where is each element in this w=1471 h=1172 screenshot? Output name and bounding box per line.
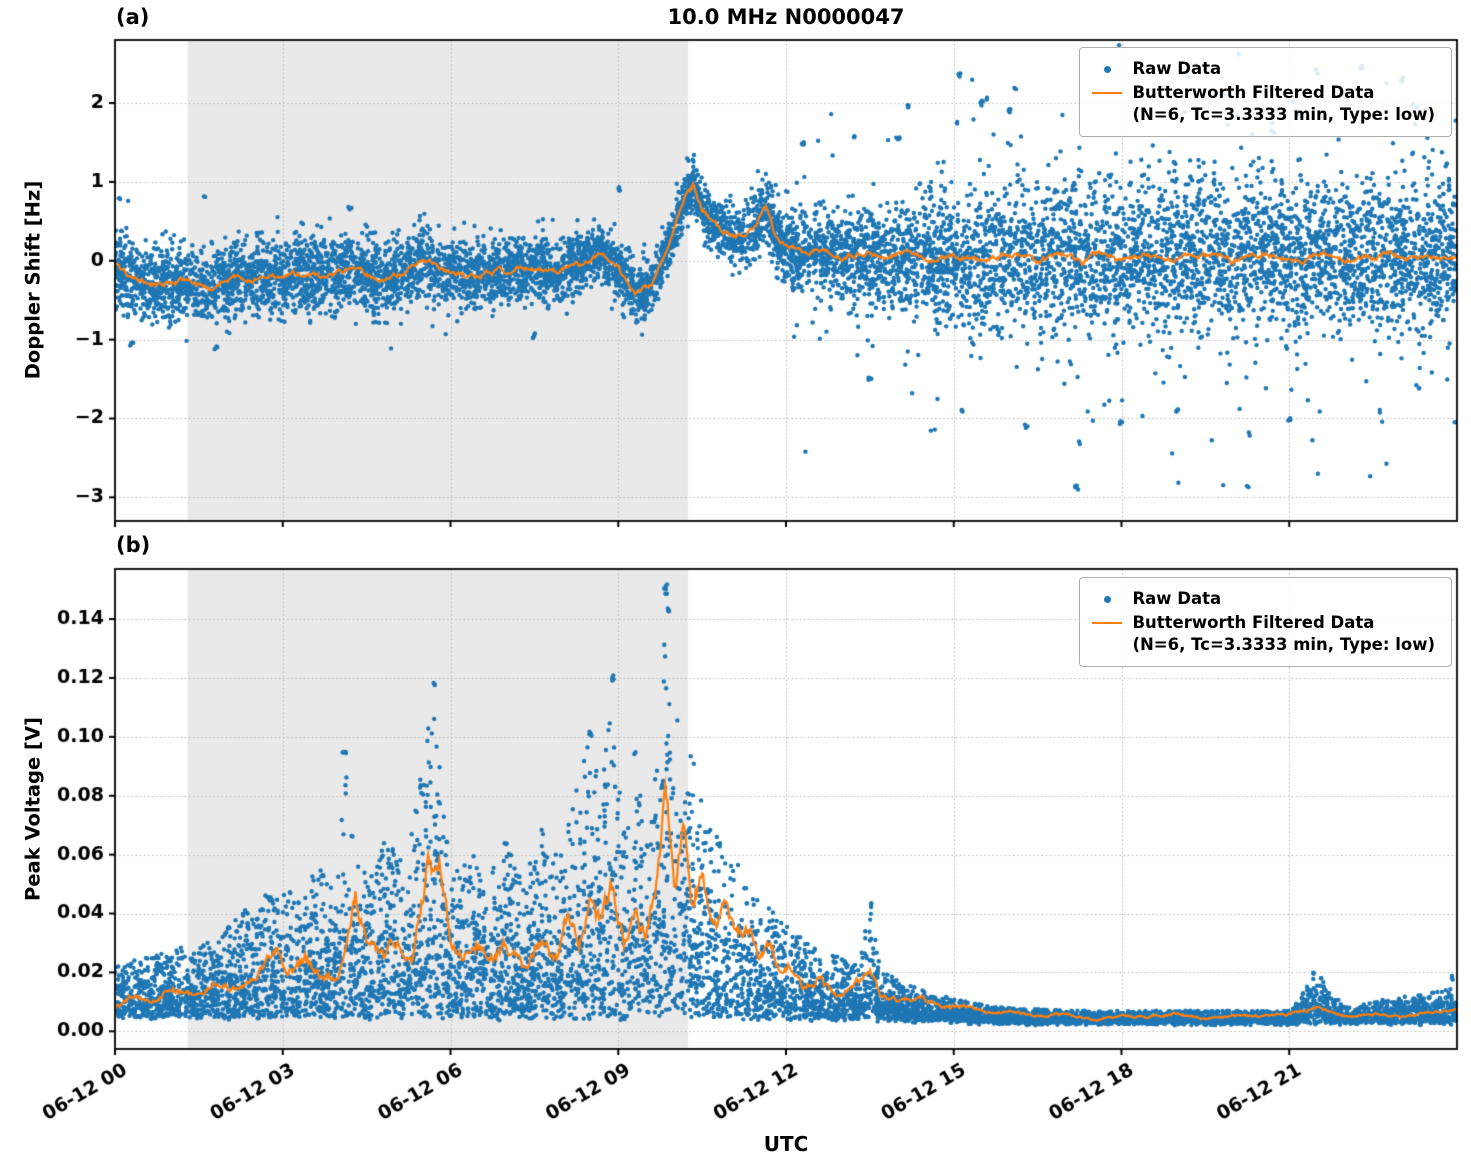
- legend-filtered-label: Butterworth Filtered Data (N=6, Tc=3.333…: [1132, 82, 1435, 126]
- legend-raw-label: Raw Data: [1132, 589, 1222, 608]
- panel-b-label: (b): [116, 533, 151, 557]
- legend-panel-b: Raw Data Butterworth Filtered Data (N=6,…: [1079, 577, 1452, 667]
- legend-raw-label: Raw Data: [1132, 59, 1222, 78]
- legend-filtered-line2: (N=6, Tc=3.3333 min, Type: low): [1132, 634, 1435, 654]
- legend-raw-row: Raw Data: [1090, 588, 1435, 610]
- filtered-line-icon: [1092, 622, 1123, 624]
- panel-b-y-axis-label: Peak Voltage [V]: [21, 717, 45, 901]
- legend-raw-row: Raw Data: [1090, 58, 1435, 80]
- chart-title: 10.0 MHz N0000047: [667, 5, 905, 29]
- panel-a-label: (a): [116, 5, 150, 29]
- filtered-line-icon: [1092, 92, 1123, 94]
- legend-filtered-row: Butterworth Filtered Data (N=6, Tc=3.333…: [1090, 82, 1435, 126]
- raw-data-marker: [1090, 58, 1124, 80]
- raw-data-marker: [1090, 588, 1124, 610]
- filtered-line-marker: [1090, 82, 1124, 104]
- legend-filtered-line1: Butterworth Filtered Data: [1132, 83, 1375, 102]
- filtered-line-marker: [1090, 612, 1124, 634]
- legend-filtered-row: Butterworth Filtered Data (N=6, Tc=3.333…: [1090, 612, 1435, 656]
- panel-a-y-axis-label: Doppler Shift [Hz]: [21, 180, 45, 380]
- raw-dot-icon: [1103, 65, 1111, 73]
- legend-filtered-label: Butterworth Filtered Data (N=6, Tc=3.333…: [1132, 612, 1435, 656]
- legend-filtered-line2: (N=6, Tc=3.3333 min, Type: low): [1132, 104, 1435, 124]
- raw-dot-icon: [1103, 595, 1111, 603]
- legend-panel-a: Raw Data Butterworth Filtered Data (N=6,…: [1079, 47, 1452, 137]
- x-axis-label: UTC: [763, 1132, 809, 1156]
- legend-filtered-line1: Butterworth Filtered Data: [1132, 613, 1375, 632]
